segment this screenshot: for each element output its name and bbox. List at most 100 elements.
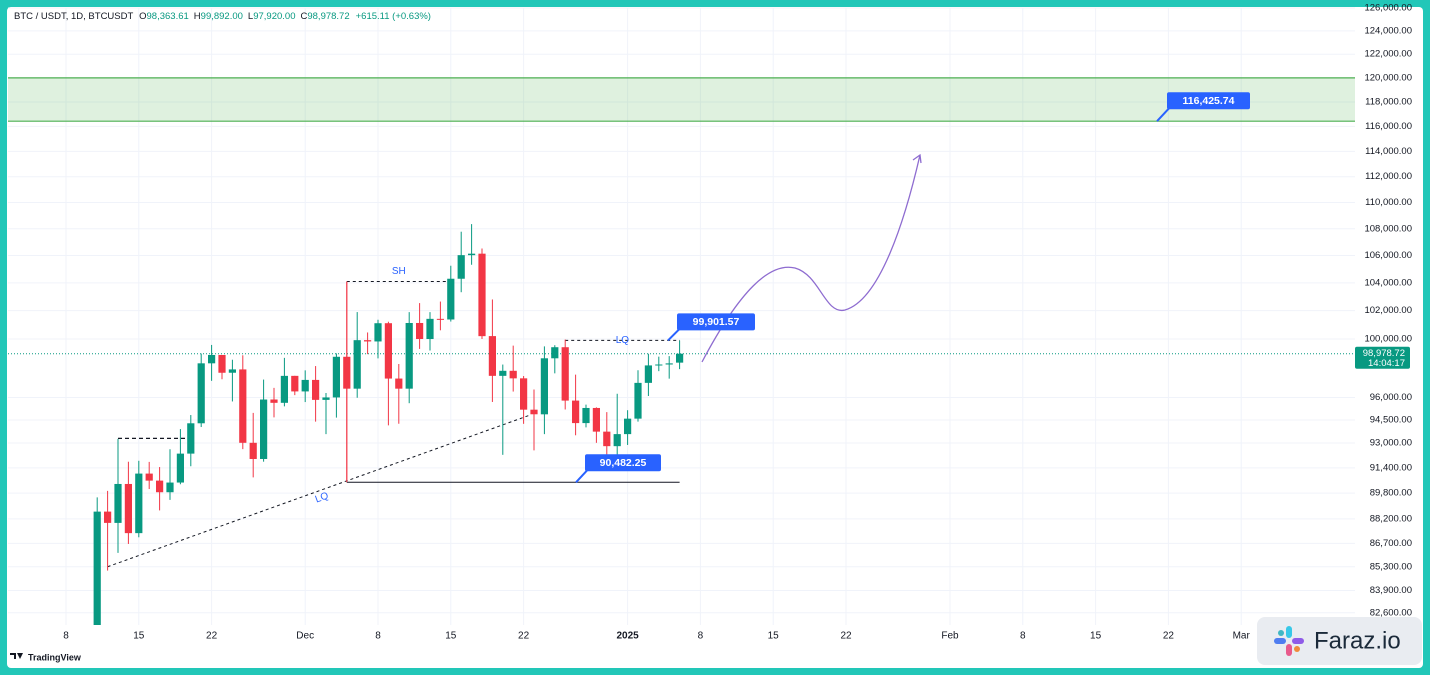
y-tick-label: 85,300.00 — [1370, 561, 1412, 572]
candle-body — [93, 511, 101, 625]
candle-body — [364, 340, 372, 342]
y-tick-label: 108,000.00 — [1364, 223, 1412, 234]
candle-body — [332, 356, 340, 398]
x-tick-label: 22 — [1163, 631, 1175, 642]
grid — [8, 7, 1355, 625]
labels: 126,000.00 124,000.00 122,000.00 120,000.00… — [63, 3, 1412, 642]
candle-body — [218, 354, 226, 373]
y-tick-label: 118,000.00 — [1365, 96, 1412, 107]
candle-body — [176, 453, 184, 483]
candle-body — [197, 363, 205, 424]
y-tick-label: 106,000.00 — [1364, 250, 1412, 261]
candle-body — [509, 370, 517, 379]
last-price-label: 98,978.72 — [1363, 348, 1405, 359]
candle-body — [280, 375, 288, 403]
low: 97,920.00 — [253, 11, 295, 22]
y-tick-label: 100,000.00 — [1364, 334, 1412, 345]
candle-body — [520, 378, 528, 410]
y-tick-label: 96,000.00 — [1370, 392, 1412, 403]
candle-body — [384, 323, 392, 379]
change: +615.11 (+0.63%) — [356, 11, 431, 22]
candle-body — [353, 340, 361, 389]
lq-label: LQ — [616, 335, 630, 346]
candle-body — [468, 253, 476, 256]
projection-path — [701, 153, 922, 363]
y-tick-label: 82,600.00 — [1370, 607, 1412, 618]
candle-body — [572, 400, 580, 424]
high-label: H — [194, 11, 201, 22]
y-tick-label: 120,000.00 — [1364, 72, 1412, 83]
close: 98,978.72 — [307, 11, 349, 22]
candle-body — [426, 318, 434, 340]
candle-body — [499, 370, 507, 376]
x-tick-label: 22 — [206, 631, 218, 642]
x-tick-label: 8 — [1020, 631, 1026, 642]
y-tick-label: 122,000.00 — [1364, 49, 1412, 60]
candle-body — [603, 431, 611, 447]
candle-body — [561, 347, 569, 401]
candle-body — [166, 482, 174, 493]
callout-label: 90,482.25 — [600, 457, 647, 469]
header: BTC / USDT, 1D, BTCUSDT O98,363.61 H99,892… — [14, 11, 431, 22]
lq-label: LQ — [314, 490, 331, 505]
watermark-logo — [10, 653, 23, 659]
candle-body — [145, 473, 153, 481]
y-tick-label: 102,000.00 — [1364, 305, 1412, 316]
y-tick-label: 86,700.00 — [1370, 538, 1412, 549]
candle-body — [228, 369, 236, 373]
candle-body — [260, 399, 268, 459]
y-tick-label: 94,500.00 — [1370, 415, 1412, 426]
brand-box — [1257, 617, 1422, 665]
x-tick-label: Dec — [296, 631, 314, 642]
candle-body — [457, 255, 465, 279]
candle-body — [592, 407, 600, 432]
open: 98,363.61 — [147, 11, 189, 22]
candle-body — [395, 378, 403, 389]
candle-body — [208, 354, 216, 364]
candles — [93, 224, 684, 625]
callout-label: 99,901.57 — [693, 316, 740, 328]
candle-body — [124, 483, 132, 534]
candle-body — [551, 347, 559, 359]
candle-body — [104, 511, 112, 523]
annotations — [8, 77, 1355, 568]
candle-body — [322, 397, 330, 400]
target-zone — [8, 77, 1355, 122]
candle-body — [405, 322, 413, 389]
candle-body — [416, 322, 424, 340]
candle-body — [488, 336, 496, 376]
candle-body — [239, 369, 247, 443]
candle-body — [665, 363, 673, 365]
candle-body — [634, 382, 642, 419]
candle-body — [447, 278, 455, 320]
x-tick-label: 8 — [63, 631, 69, 642]
x-tick-label: 8 — [375, 631, 381, 642]
x-tick-label: 15 — [445, 631, 457, 642]
y-tick-label: 124,000.00 — [1364, 25, 1412, 36]
candle-body — [114, 483, 122, 523]
candle-body — [135, 473, 143, 534]
y-tick-label: 91,400.00 — [1370, 462, 1412, 473]
candle-body — [624, 418, 632, 435]
candle-body — [343, 356, 351, 389]
candle-body — [436, 318, 444, 320]
high: 99,892.00 — [201, 11, 243, 22]
x-tick-label: 2025 — [616, 631, 639, 642]
y-tick-label: 126,000.00 — [1364, 3, 1412, 14]
candle-body — [582, 407, 590, 424]
brand-logo — [1274, 626, 1304, 656]
callout-box — [1167, 92, 1250, 110]
candle-body — [540, 358, 548, 415]
candle-body — [270, 399, 278, 403]
candle-body — [530, 409, 538, 415]
open-label: O — [139, 11, 146, 22]
trendline — [107, 415, 529, 568]
callout-label: 116,425.74 — [1183, 95, 1235, 107]
candle-body — [301, 379, 309, 392]
candle-body — [156, 480, 164, 493]
x-tick-label: 15 — [133, 631, 145, 642]
watermark: TradingView — [28, 652, 82, 662]
x-tick-label: 15 — [1090, 631, 1102, 642]
y-tick-label: 93,000.00 — [1370, 437, 1412, 448]
